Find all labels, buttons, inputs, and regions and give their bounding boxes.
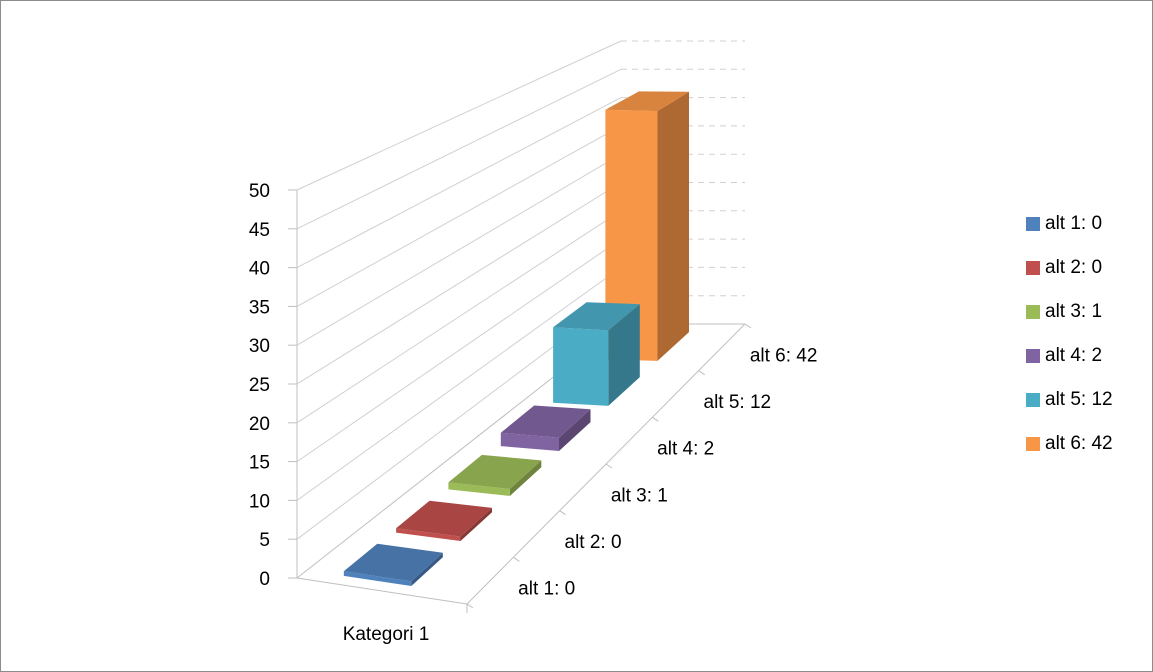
- y-axis-ticks: 0 5 10 15 20 25 30 35 40 45 50: [249, 181, 297, 590]
- bars: [343, 91, 689, 586]
- gridline-side: [296, 266, 622, 501]
- legend-item: alt 2: 0: [1026, 256, 1113, 279]
- bar-front: [343, 571, 412, 586]
- y-tick-label: 10: [249, 491, 270, 512]
- depth-label: alt 4: 2: [657, 439, 714, 460]
- bar-top: [343, 543, 443, 582]
- category-label: Kategori 1: [343, 624, 430, 645]
- bar-3: [448, 454, 542, 496]
- legend-swatch: [1026, 304, 1040, 319]
- gridline-side: [296, 210, 622, 424]
- gridline-side: [296, 40, 622, 191]
- bar-side: [657, 91, 689, 361]
- y-tick-label: 35: [249, 297, 270, 318]
- bar-1: [343, 543, 443, 586]
- legend-item: alt 1: 0: [1026, 212, 1113, 235]
- legend-item: alt 4: 2: [1026, 344, 1113, 367]
- depth-tick-mark: [513, 556, 520, 562]
- legend-item: alt 5: 12: [1026, 388, 1113, 411]
- bar-side: [509, 460, 542, 496]
- legend-item: alt 3: 1: [1026, 300, 1113, 323]
- bar-6: [605, 91, 689, 361]
- gridline-side: [296, 68, 622, 230]
- legend-item: alt 6: 42: [1026, 432, 1113, 455]
- depth-label: alt 1: 0: [518, 579, 575, 600]
- legend-label: alt 4: 2: [1045, 344, 1103, 366]
- bar-side: [559, 409, 591, 451]
- legend: alt 1: 0 alt 2: 0 alt 3: 1 alt 4: 2 alt 5: 1…: [1026, 212, 1113, 476]
- depth-tick-mark: [605, 463, 613, 469]
- depth-tick-mark: [652, 416, 659, 422]
- bar-front: [448, 482, 510, 496]
- bar-side: [608, 304, 640, 406]
- bar-side: [460, 507, 492, 541]
- bar-front: [553, 327, 609, 406]
- legend-swatch: [1026, 260, 1040, 275]
- bar-side: [411, 552, 443, 586]
- floor-front-edge: [296, 577, 468, 605]
- gridline-side: [296, 182, 622, 385]
- bar-front: [396, 528, 461, 541]
- depth-label: alt 5: 12: [704, 392, 772, 413]
- depth-label: alt 3: 1: [611, 485, 668, 506]
- y-tick-label: 0: [259, 569, 270, 590]
- legend-label: alt 3: 1: [1045, 300, 1103, 322]
- y-tick-label: 5: [259, 530, 270, 551]
- legend-label: alt 5: 12: [1045, 388, 1113, 410]
- legend-swatch: [1026, 436, 1040, 451]
- depth-label: alt 2: 0: [565, 532, 622, 553]
- y-tick-label: 45: [249, 220, 270, 241]
- bar-front: [605, 109, 658, 361]
- gridline-side: [296, 153, 622, 346]
- depth-label: alt 6: 42: [750, 345, 818, 366]
- y-tick-label: 50: [249, 181, 270, 202]
- depth-tick-mark: [466, 603, 474, 609]
- legend-swatch: [1026, 216, 1040, 231]
- y-tick-label: 15: [249, 453, 270, 474]
- gridline-side: [296, 125, 622, 307]
- legend-swatch: [1026, 348, 1040, 363]
- y-tick-label: 25: [249, 375, 270, 396]
- bar-4: [500, 405, 591, 451]
- bar-top: [500, 405, 591, 438]
- legend-label: alt 2: 0: [1045, 256, 1103, 278]
- depth-tick-mark: [559, 510, 566, 516]
- y-tick-label: 30: [249, 336, 270, 357]
- legend-label: alt 6: 42: [1045, 432, 1113, 454]
- depth-tick-mark: [698, 370, 705, 376]
- bar-5: [553, 302, 640, 406]
- y-tick-label: 40: [249, 259, 270, 280]
- bar-top: [448, 454, 542, 489]
- depth-tick-mark: [744, 323, 752, 329]
- bar-2: [396, 500, 492, 541]
- bar-top: [396, 500, 492, 537]
- y-tick-label: 20: [249, 414, 270, 435]
- legend-swatch: [1026, 392, 1040, 407]
- bar-front: [500, 432, 559, 451]
- bar-top: [553, 302, 640, 331]
- gridline-side: [296, 238, 622, 463]
- legend-label: alt 1: 0: [1045, 212, 1103, 234]
- gridline-side: [296, 97, 622, 269]
- bar-top: [605, 91, 689, 112]
- series-depth-axis: alt 1: 0 alt 2: 0 alt 3: 1 alt 4: 2 alt 5: 1…: [466, 323, 818, 609]
